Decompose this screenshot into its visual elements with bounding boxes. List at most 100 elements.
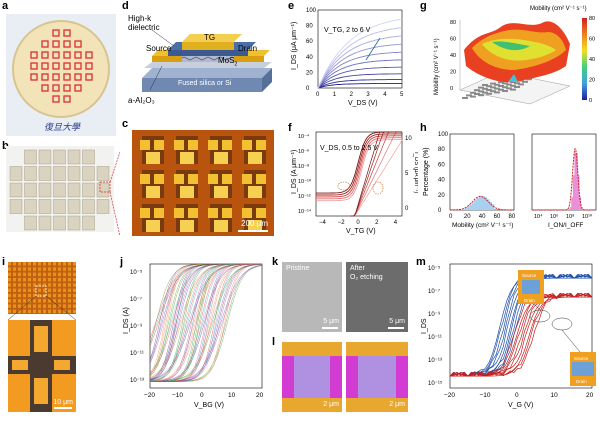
wafer-photo: 復旦大學 xyxy=(6,14,116,136)
inset-bottom-channel xyxy=(572,362,594,376)
x-tick-label: 2 xyxy=(350,92,354,98)
wafer-device xyxy=(75,74,81,80)
device-pad xyxy=(140,140,150,150)
x-tick-label: −10 xyxy=(172,392,183,399)
wafer-device xyxy=(64,85,70,91)
transfer-curve xyxy=(316,132,402,193)
inset-source-label: Source xyxy=(574,356,589,361)
x-tick-label: 0 xyxy=(316,92,320,98)
device-curve xyxy=(150,266,262,382)
y-tick-label: 100 xyxy=(306,8,317,14)
annotation: V_DS, 0.5 to 2.5 V xyxy=(320,145,378,152)
colorbar-tick: 60 xyxy=(589,37,595,43)
device-pad xyxy=(188,174,198,184)
device-curve xyxy=(150,264,262,364)
scalebar-label-c: 200 μm xyxy=(241,219,268,228)
wafer-device xyxy=(86,74,92,80)
highlight-ellipse xyxy=(552,318,572,330)
device-pad xyxy=(208,174,218,184)
panel-label-h: h xyxy=(420,122,427,134)
scalebar-label-l-right: 2 μm xyxy=(389,401,405,408)
colorbar-tick: 20 xyxy=(589,78,595,84)
x-axis-label: I_ON/I_OFF xyxy=(548,222,583,229)
y-tick-label: 60 xyxy=(438,162,445,168)
x-axis-label: V_DS (V) xyxy=(348,100,378,107)
mos2-label: MoS2 xyxy=(218,56,237,68)
x-axis-label: Mobility (cm² V⁻¹ s⁻¹) xyxy=(452,222,513,229)
device-optical-right: 2 μm xyxy=(346,342,408,412)
x-tick-label: −2 xyxy=(338,220,346,226)
y-tick-label: 10⁻⁷ xyxy=(428,288,440,295)
y-axis-label: I_DS (μA μm⁻¹) xyxy=(291,22,298,70)
hist-bar xyxy=(573,175,575,210)
device-gate xyxy=(180,186,194,198)
x-tick-label: 20 xyxy=(586,392,594,399)
device-pad xyxy=(222,140,232,150)
x-tick-label: 5 xyxy=(400,92,404,98)
x-tick-label: −20 xyxy=(144,392,155,399)
output-curve xyxy=(318,74,402,88)
device-pad xyxy=(174,140,184,150)
x-tick-label: 0 xyxy=(515,392,519,399)
zoom-lines-b-c xyxy=(0,140,120,240)
wafer-device xyxy=(86,52,92,58)
x-tick-label: 0 xyxy=(449,214,453,220)
wafer-caption: 復旦大學 xyxy=(44,120,80,133)
highlight-ellipse xyxy=(373,182,383,194)
plot-frame xyxy=(532,134,596,210)
colorbar-title: Mobility (cm² V⁻¹ s⁻¹) xyxy=(530,6,587,12)
device-pad xyxy=(174,174,184,184)
wafer-device xyxy=(53,30,59,36)
wafer-device xyxy=(75,52,81,58)
substrate-label: Fused silica or Si xyxy=(178,80,231,87)
inset-drain-label: Drain xyxy=(524,298,535,303)
device-pad xyxy=(188,208,198,218)
x-tick-label: 4 xyxy=(383,92,387,98)
wafer-device xyxy=(53,41,59,47)
scalebar-label-l-left: 2 μm xyxy=(323,401,339,408)
device-pad xyxy=(140,174,150,184)
al2o3-label: a-Al₂O₃ xyxy=(128,96,155,105)
y-tick-label: 10⁻⁵ xyxy=(130,269,143,276)
pristine-sem: Pristine 5 μm xyxy=(282,262,342,332)
x-tick-label: 80 xyxy=(509,214,516,220)
wafer-device xyxy=(64,30,70,36)
x-tick-label: −4 xyxy=(319,220,327,226)
z-tick-label: 80 xyxy=(450,20,456,26)
x-tick-label: 20 xyxy=(464,214,471,220)
device-pad xyxy=(208,140,218,150)
device-gate xyxy=(214,186,228,198)
wafer-device xyxy=(64,52,70,58)
x-tick-label: 10⁴ xyxy=(534,213,543,220)
panel-label-m: m xyxy=(416,256,426,268)
z-axis-label: Mobility (cm² V⁻¹ s⁻¹) xyxy=(434,38,440,95)
device-pad xyxy=(154,140,164,150)
zoom-box-i xyxy=(0,256,120,416)
panel-label-k: k xyxy=(272,256,278,268)
y-tick-label: 10⁻¹² xyxy=(298,194,311,200)
device-gate xyxy=(146,220,160,232)
floor-device xyxy=(502,90,508,92)
output-curve xyxy=(318,84,402,88)
device-pad xyxy=(242,140,252,150)
device-pad xyxy=(208,208,218,218)
y2-tick-label: 10 xyxy=(405,136,412,142)
y-tick-label: 10⁻⁶ xyxy=(298,148,309,155)
z-tick-label: 20 xyxy=(450,70,456,76)
y-tick-label: 10⁻¹¹ xyxy=(428,335,442,341)
y-tick-label: 10⁻⁹ xyxy=(428,311,441,318)
x-tick-label: 0 xyxy=(356,220,360,226)
highlight-ellipse xyxy=(338,182,350,190)
wafer-device xyxy=(31,74,37,80)
device-pad xyxy=(222,174,232,184)
panel-label-g: g xyxy=(420,0,427,12)
wafer-device xyxy=(75,63,81,69)
wafer-device xyxy=(53,85,59,91)
panel-d: d High-k dielectric TG Source Drain MoS2… xyxy=(122,0,282,116)
wafer-device xyxy=(42,74,48,80)
floor-device xyxy=(510,89,516,91)
wafer-device xyxy=(42,85,48,91)
